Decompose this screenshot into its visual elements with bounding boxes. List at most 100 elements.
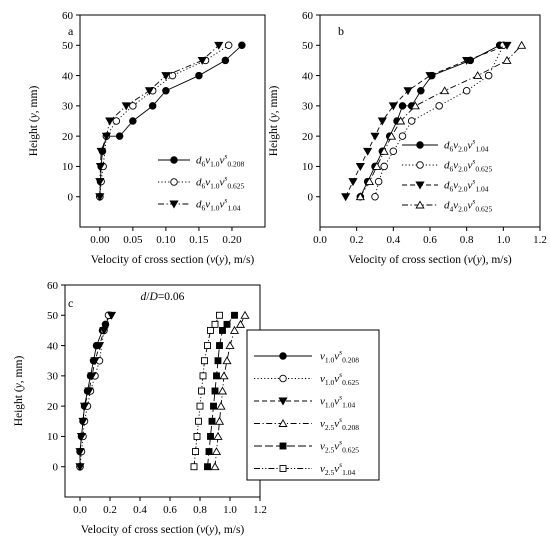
x-tick-label: 0.2 [350, 234, 364, 246]
data-point [195, 71, 203, 80]
legend-marker [279, 374, 287, 383]
data-point [224, 41, 233, 50]
series-5 [190, 311, 223, 471]
x-axis-label: Velocity of cross section (v(y), m/s) [348, 254, 512, 266]
data-point [204, 463, 211, 471]
x-axis-label: Velocity of cross section (v(y), m/s) [81, 524, 245, 536]
legend-marker [169, 200, 179, 209]
x-tick-label: 0.8 [193, 504, 207, 516]
data-point [517, 40, 527, 49]
data-point [196, 402, 204, 410]
legend-marker [170, 156, 178, 164]
data-point [370, 132, 380, 141]
legend-label: d6v1.0vs1.04 [196, 196, 241, 213]
data-point [229, 325, 240, 334]
data-point [219, 326, 226, 334]
data-point [355, 162, 365, 171]
panel-label: a [68, 24, 74, 38]
x-tick-label: 0.8 [460, 234, 474, 246]
legend-marker [279, 442, 287, 450]
data-point [79, 402, 90, 411]
y-tick-label: 50 [62, 40, 74, 52]
data-point [190, 463, 198, 471]
y-tick-label: 10 [302, 161, 314, 173]
legend-label: v2.5vs1.04 [320, 460, 355, 477]
data-point [398, 132, 407, 140]
data-point [217, 386, 228, 395]
data-point [440, 86, 450, 95]
legend: d6v1.0vs0.208 d6v1.0vs0.625 d6v1.0vs1.04 [158, 152, 244, 213]
data-point [195, 417, 202, 425]
x-tick-label: 1.0 [496, 234, 510, 246]
data-point [214, 357, 222, 365]
x-tick-label: 1.2 [253, 504, 267, 516]
series-2 [75, 311, 117, 472]
y-tick-label: 30 [47, 371, 59, 383]
data-point [161, 72, 171, 81]
x-tick-label: 0.10 [156, 234, 176, 246]
legend-label: d4v2.0vs0.625 [444, 197, 492, 214]
data-point [484, 71, 493, 80]
y-tick-label: 10 [47, 431, 59, 443]
data-point [216, 311, 223, 319]
data-point [144, 87, 154, 96]
data-point [238, 41, 246, 50]
legend-label: d6v1.0vs0.208 [196, 152, 244, 169]
data-point [105, 117, 115, 126]
x-tick-label: 0.2 [103, 504, 117, 516]
data-point [75, 463, 85, 472]
data-point [129, 102, 137, 110]
y-tick-label: 40 [62, 70, 74, 82]
data-point [364, 177, 375, 186]
data-point [193, 432, 201, 440]
data-point [388, 102, 398, 111]
y-tick-label: 0 [53, 462, 59, 474]
series-line [214, 315, 246, 467]
legend-label: v2.5vs0.625 [320, 438, 359, 455]
series-0 [356, 41, 504, 201]
data-point [374, 177, 383, 186]
y-tick-label: 30 [302, 101, 314, 113]
legend-label: d6v2.0vs1.04 [444, 137, 489, 154]
y-tick-label: 60 [47, 280, 59, 292]
data-point [222, 356, 232, 365]
data-point [168, 71, 177, 80]
legend: d6v2.0vs1.04 d6v2.0vs0.625 d6v2.0vs1.04 d4v… [402, 137, 492, 214]
data-point [371, 192, 379, 201]
y-tick-label: 20 [47, 401, 59, 413]
legend-marker [415, 181, 425, 190]
panel-label: c [68, 296, 73, 310]
y-tick-label: 0 [308, 192, 314, 204]
chart-panel-a: 0 10 20 30 40 50 60 0.00 0.05 0.10 0.15 0.20 a Height… [28, 10, 266, 266]
y-tick-label: 30 [62, 101, 74, 113]
data-point [75, 448, 85, 457]
series-3 [355, 40, 527, 201]
x-tick-label: 0.15 [189, 234, 209, 246]
x-tick-label: 1.0 [223, 504, 237, 516]
y-tick-label: 50 [302, 40, 314, 52]
y-tick-label: 20 [302, 131, 314, 143]
data-point [377, 117, 387, 126]
data-point [214, 41, 224, 50]
data-point [417, 86, 425, 95]
series-line [99, 44, 243, 197]
data-point [197, 56, 207, 65]
legend-marker [415, 200, 425, 209]
data-point [84, 387, 94, 396]
data-point [502, 41, 512, 50]
data-point [219, 371, 229, 380]
data-point [380, 162, 388, 171]
data-point [221, 56, 230, 65]
y-tick-label: 60 [302, 10, 314, 22]
data-point [76, 432, 87, 441]
legend-marker [416, 141, 424, 149]
data-point [341, 193, 351, 202]
data-point [192, 448, 199, 456]
legend: v1.0vs0.208 v1.0vs0.625 v1.0vs1.04 v2.5vs0.… [246, 329, 380, 481]
data-point [372, 161, 382, 170]
data-point [410, 101, 420, 110]
data-point [214, 416, 225, 425]
data-point [95, 162, 106, 171]
x-tick-label: 0.6 [163, 504, 177, 516]
